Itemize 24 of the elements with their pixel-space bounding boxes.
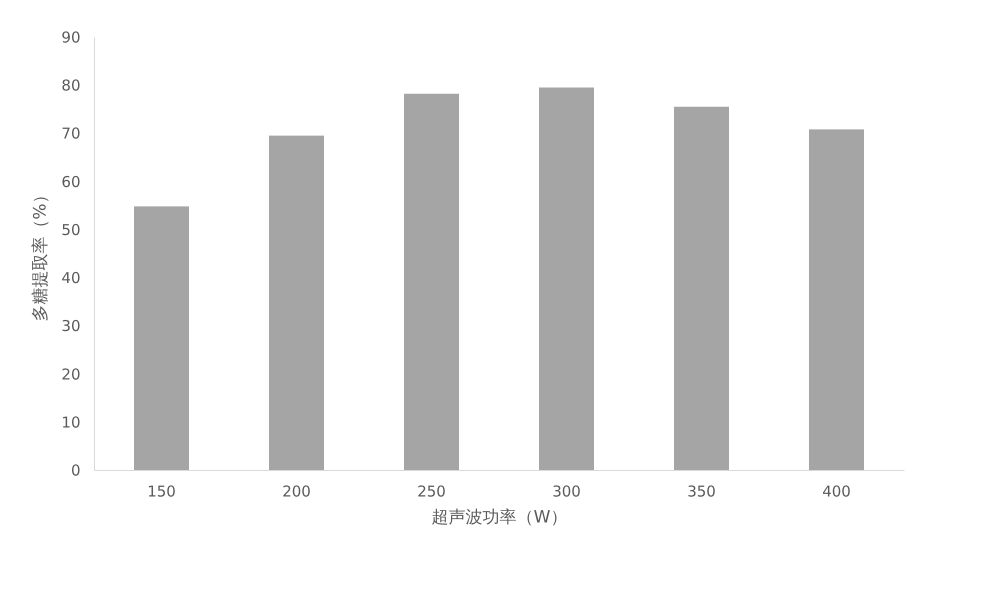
y-tick-label: 0: [70, 462, 80, 480]
x-tick-label: 400: [822, 482, 851, 500]
y-tick-label: 50: [61, 220, 80, 239]
y-tick-label: 40: [61, 269, 80, 288]
y-tick-label: 80: [61, 76, 80, 95]
x-tick-label: 200: [282, 482, 311, 500]
y-tick-label: 90: [61, 28, 80, 46]
bar: [269, 136, 324, 470]
bar: [674, 106, 729, 470]
y-tick-label: 20: [61, 365, 80, 384]
y-tick-label: 30: [61, 317, 80, 336]
bar: [809, 129, 864, 470]
bar: [134, 206, 189, 470]
bar: [539, 88, 594, 470]
x-tick-label: 250: [417, 482, 446, 500]
x-tick-label: 300: [552, 482, 581, 500]
x-axis-title: 超声波功率（W）: [432, 508, 568, 528]
x-tick-label: 350: [687, 482, 716, 500]
y-tick-label: 70: [61, 124, 80, 143]
y-tick-label: 10: [61, 413, 80, 432]
y-tick-label: 60: [61, 172, 80, 191]
x-tick-label: 150: [147, 482, 176, 500]
bar: [404, 94, 459, 470]
y-axis-title: 多糖提取率（%）: [30, 186, 50, 322]
